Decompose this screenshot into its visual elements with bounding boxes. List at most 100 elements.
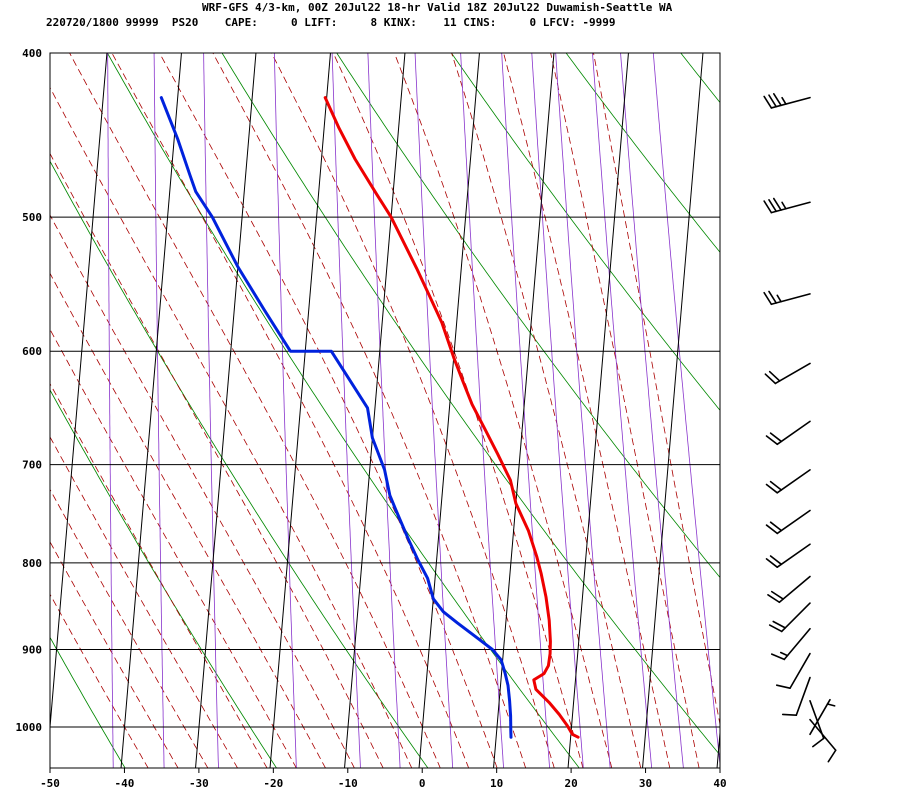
mixing-ratio-line [592, 53, 653, 768]
x-tick-label: 10 [490, 777, 503, 790]
mixing-ratio-line [273, 53, 297, 768]
wind-barb [768, 602, 811, 633]
wind-barb-half-flag [779, 651, 789, 657]
moist-adiabat [332, 53, 584, 768]
wind-barb [767, 575, 811, 604]
moist-adiabat [50, 593, 149, 768]
moist-adiabat [550, 53, 700, 768]
wind-barb-flag [812, 737, 825, 748]
wind-barb-staff [776, 543, 811, 568]
wind-barb-flag [827, 749, 837, 763]
wind-barb [764, 362, 811, 385]
indices-line: 220720/1800 99999 PS20 CAPE: 0 LIFT: 8 K… [46, 16, 616, 29]
x-tick-label: 0 [419, 777, 426, 790]
wind-barb-half-flag [781, 201, 787, 210]
isotherm-line [344, 53, 406, 768]
pressure-tick-label: 600 [22, 345, 42, 358]
x-tick-label: 30 [639, 777, 652, 790]
wind-barb-flag [764, 373, 777, 385]
dry-adiabat [50, 636, 126, 768]
wind-barb-half-flag [781, 96, 787, 105]
isotherm-line [493, 53, 555, 768]
isotherm-line [642, 53, 704, 768]
wind-barb-flag [769, 432, 783, 443]
wind-barb-staff [809, 698, 831, 736]
isotherm-line [418, 53, 480, 768]
pressure-tick-label: 400 [22, 47, 42, 60]
wind-barb-flag [772, 620, 787, 629]
x-axis-ticks: -50 -40 -30 -20 -10 0 10 20 30 40 [40, 768, 727, 790]
mixing-ratio-line [652, 53, 720, 768]
dry-adiabat [50, 389, 277, 768]
dry-adiabat [680, 53, 720, 104]
isotherm-line [866, 53, 900, 768]
wind-barb-flag [763, 95, 773, 109]
wind-barb-staff [776, 509, 811, 535]
mixing-ratio-line [203, 53, 219, 768]
wind-barb-flag [765, 558, 779, 568]
wind-barb-staff [776, 469, 811, 494]
dry-adiabat [795, 52, 900, 768]
moist-adiabat [50, 86, 413, 768]
pressure-axis-ticks: 400 500 600 700 800 900 1000 [16, 47, 43, 734]
isotherm-line [269, 53, 331, 768]
x-tick-label: 40 [713, 777, 726, 790]
mixing-ratio-line [531, 53, 584, 768]
wind-barb-half-flag [826, 703, 836, 707]
wind-barb [765, 469, 811, 494]
wind-barb-staff [770, 96, 811, 109]
pressure-tick-label: 1000 [16, 721, 43, 734]
isotherm-line [195, 53, 257, 768]
wind-barb [765, 543, 811, 568]
wind-barb [765, 420, 811, 446]
wind-barb-flag [768, 370, 781, 382]
wind-barb-staff [776, 420, 811, 446]
wind-barb-flag [772, 197, 782, 211]
mixing-ratio-line [460, 53, 504, 768]
x-tick-label: -50 [40, 777, 60, 790]
wind-barb-flag [781, 713, 798, 716]
wind-barb-flag [775, 684, 791, 690]
dewpoint-profile [159, 96, 513, 739]
moist-adiabat [111, 53, 470, 768]
wind-barb-flag [767, 594, 781, 604]
wind-barb-staff [783, 627, 811, 661]
wind-barb-staff [789, 652, 811, 690]
isotherm-line [716, 726, 720, 768]
moist-adiabat [50, 436, 238, 768]
chart-title: WRF-GFS 4/3-km, 00Z 20Jul22 18-hr Valid … [202, 1, 673, 14]
wind-barb-flag [770, 590, 784, 600]
moist-adiabat [50, 152, 384, 768]
moist-adiabat [271, 53, 555, 768]
wind-barb [763, 197, 811, 214]
wind-barb [809, 698, 836, 736]
x-tick-label: -20 [263, 777, 283, 790]
wind-barb-flag [769, 480, 783, 491]
moist-adiabat [50, 488, 209, 768]
x-tick-label: 20 [564, 777, 577, 790]
pressure-tick-label: 700 [22, 459, 42, 472]
background-lines [50, 52, 900, 768]
wind-barb-flag [765, 483, 779, 494]
dry-adiabat [336, 53, 720, 579]
pressure-tick-label: 900 [22, 643, 42, 656]
wind-barb-flag [770, 653, 786, 661]
wind-barb [775, 652, 811, 690]
isotherm-line [567, 53, 629, 768]
wind-barb-flag [763, 200, 773, 214]
wind-barb-staff [770, 201, 811, 214]
moist-adiabat [159, 53, 498, 768]
wind-barbs [763, 93, 837, 763]
isotherm-line [50, 53, 108, 733]
sounding-profiles [159, 96, 580, 739]
pressure-tick-label: 800 [22, 557, 42, 570]
x-tick-label: -40 [115, 777, 135, 790]
wind-barb [770, 627, 811, 661]
wind-barb [763, 93, 811, 109]
wind-barb-staff [795, 676, 811, 716]
wind-barb-flag [768, 199, 777, 213]
wind-barb-staff [809, 718, 837, 752]
wind-barb-flag [772, 93, 782, 107]
mixing-ratio-line [555, 53, 611, 768]
